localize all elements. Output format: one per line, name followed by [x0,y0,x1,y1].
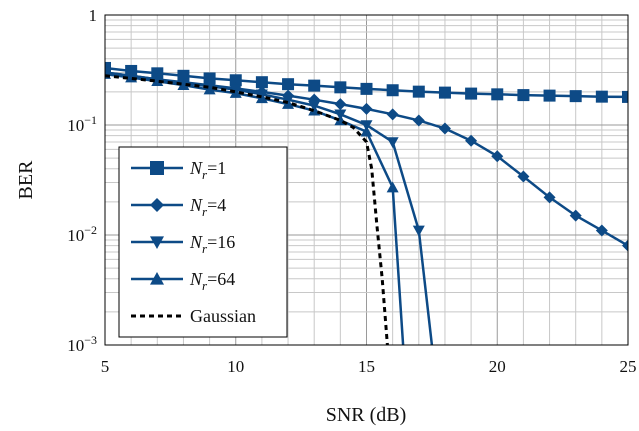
triangle-up-marker [150,272,164,285]
diamond-marker [150,198,164,212]
square-marker [150,161,164,175]
square-marker [203,72,216,85]
triangle-up-marker [203,83,216,95]
x-tick-labels: 5 10 15 20 25 [101,357,637,376]
square-marker [334,81,347,94]
x-tick-label: 5 [101,357,110,376]
legend-label: Nr=1 [189,158,226,182]
triangle-down-marker [412,225,425,237]
y-tick-labels: 1 10−1 10−2 10−3 [67,6,97,355]
legend-entry: Nr=4 [131,195,226,219]
triangle-up-marker [177,79,190,91]
y-tick-label: 10−3 [67,333,97,355]
diamond-marker [517,170,530,183]
triangle-down-marker [360,120,373,131]
x-tick-label: 10 [227,357,244,376]
triangle-up-marker [229,87,242,98]
triangle-up-marker [360,125,373,137]
triangle-down-marker [386,137,399,149]
y-axis-title: BER [15,160,37,200]
diamond-marker [569,209,582,222]
square-marker [595,90,608,103]
square-marker [412,85,425,98]
diamond-marker [465,134,478,147]
legend-label: Nr=16 [189,232,235,256]
series-line [105,74,389,345]
square-marker [622,90,628,103]
square-marker [465,87,478,100]
legend-label: Nr=64 [189,269,235,293]
triangle-up-marker [255,92,268,104]
series-layer [105,61,628,345]
square-marker [491,88,504,101]
square-marker [308,79,321,92]
x-tick-label: 20 [489,357,506,376]
legend-entry: Nr=1 [131,158,226,182]
legend-entry: Nr=16 [131,232,235,256]
diamond-marker [491,150,504,163]
y-tick-label: 10−2 [67,223,97,245]
diamond-marker [412,114,425,127]
square-marker [360,82,373,95]
square-marker [255,76,268,89]
triangle-up-marker [386,181,399,193]
legend: Nr=1 Nr=4 Nr=16 Nr=64 Gaussian [118,146,288,338]
square-marker [543,89,556,102]
triangle-down-marker [150,236,164,249]
x-tick-label: 25 [620,357,637,376]
diamond-marker [386,108,399,121]
series-4 [105,74,389,345]
square-marker [282,78,295,91]
legend-label: Gaussian [190,306,256,326]
diamond-marker [595,224,608,237]
square-marker [229,74,242,87]
square-marker [569,90,582,103]
diamond-marker [543,191,556,204]
triangle-down-marker [105,67,111,79]
legend-entry: Nr=64 [131,269,235,293]
diamond-marker [622,239,628,252]
diamond-marker [438,122,451,135]
triangle-up-marker [151,75,164,87]
legend-entry: Gaussian [131,306,256,326]
x-axis-title: SNR (dB) [326,404,407,426]
diamond-marker [334,98,347,111]
plot-frame [104,14,629,346]
triangle-up-marker [282,98,295,109]
square-marker [386,84,399,97]
diamond-marker [360,102,373,115]
square-marker [438,86,451,99]
x-tick-label: 15 [358,357,375,376]
grid [104,15,629,346]
y-tick-label: 10−1 [67,113,97,135]
y-tick-label: 1 [89,6,98,25]
square-marker [517,89,530,102]
legend-label: Nr=4 [189,195,226,219]
